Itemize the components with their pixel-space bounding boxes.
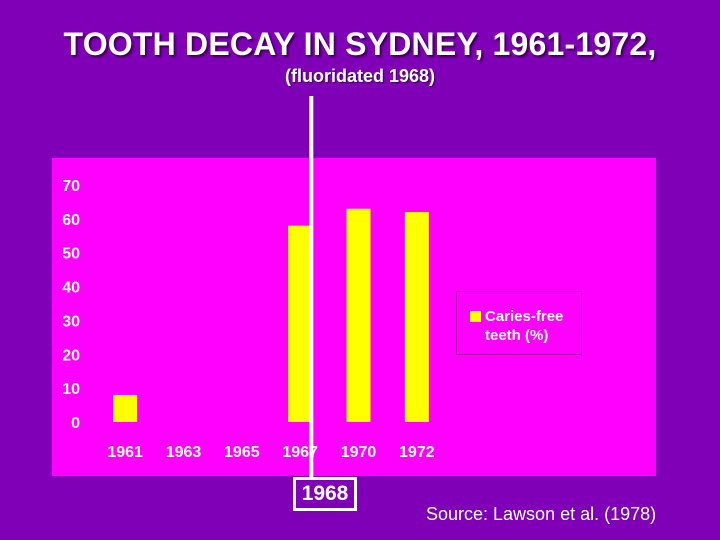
y-tick-label: 40 [62, 280, 80, 297]
chart-title: TOOTH DECAY IN SYDNEY, 1961-1972, [63, 26, 657, 62]
x-tick-label: 1972 [399, 444, 435, 461]
x-tick-label: 1970 [341, 444, 377, 461]
fluoridation-year-label: 1968 [293, 477, 357, 511]
y-tick-label: 60 [62, 212, 80, 229]
y-tick-label: 0 [71, 415, 80, 432]
bar-1967 [288, 225, 313, 422]
x-tick-label: 1967 [282, 444, 318, 461]
bar-1961 [113, 394, 138, 422]
bar-1970 [346, 208, 371, 422]
x-tick-label: 1961 [107, 444, 143, 461]
bar-1972 [404, 212, 429, 422]
x-tick-label: 1963 [166, 444, 202, 461]
y-tick-label: 10 [62, 381, 80, 398]
source-citation: Source: Lawson et al. (1978) [426, 504, 657, 524]
y-tick-label: 70 [62, 178, 80, 195]
y-tick-label: 20 [62, 347, 80, 364]
legend-swatch [470, 311, 481, 322]
legend-label: Caries-free teeth (%) [485, 308, 564, 344]
chart-subtitle: (fluoridated 1968) [284, 66, 436, 86]
y-tick-label: 50 [62, 246, 80, 263]
y-tick-label: 30 [62, 313, 80, 330]
legend: Caries-free teeth (%) [456, 291, 582, 355]
x-tick-label: 1965 [224, 444, 260, 461]
